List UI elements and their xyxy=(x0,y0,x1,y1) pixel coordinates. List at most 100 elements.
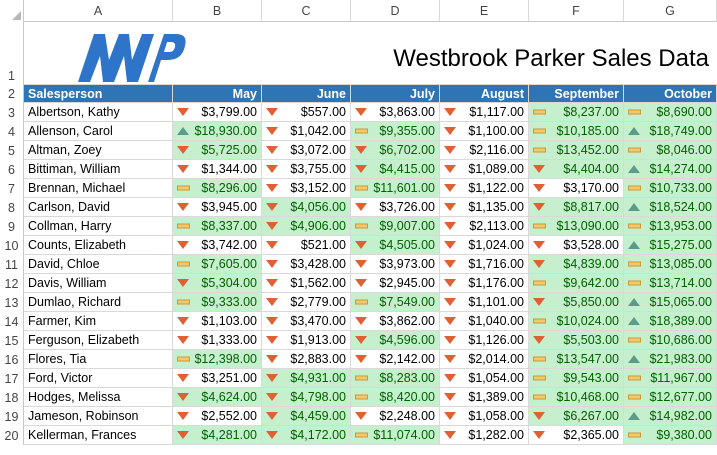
sales-cell[interactable]: $2,945.00 xyxy=(351,274,440,292)
sales-cell[interactable]: $5,725.00 xyxy=(173,141,262,159)
sales-cell[interactable]: $13,547.00 xyxy=(529,350,624,368)
sales-cell[interactable]: $5,503.00 xyxy=(529,331,624,349)
sales-cell[interactable]: $1,040.00 xyxy=(440,312,529,330)
sales-cell[interactable]: $3,428.00 xyxy=(262,255,351,273)
header-august[interactable]: August xyxy=(440,85,529,102)
sales-cell[interactable]: $2,552.00 xyxy=(173,407,262,425)
sales-cell[interactable]: $3,755.00 xyxy=(262,160,351,178)
sales-cell[interactable]: $14,982.00 xyxy=(624,407,717,425)
column-header-b[interactable]: B xyxy=(173,0,262,22)
sales-cell[interactable]: $1,058.00 xyxy=(440,407,529,425)
sales-cell[interactable]: $12,398.00 xyxy=(173,350,262,368)
sales-cell[interactable]: $4,931.00 xyxy=(262,369,351,387)
sales-cell[interactable]: $4,404.00 xyxy=(529,160,624,178)
sales-cell[interactable]: $3,726.00 xyxy=(351,198,440,216)
sales-cell[interactable]: $7,605.00 xyxy=(173,255,262,273)
sales-cell[interactable]: $8,690.00 xyxy=(624,103,717,121)
header-september[interactable]: September xyxy=(529,85,624,102)
sales-cell[interactable]: $9,333.00 xyxy=(173,293,262,311)
row-header[interactable]: 18 xyxy=(0,388,24,407)
sales-cell[interactable]: $4,798.00 xyxy=(262,388,351,406)
sales-cell[interactable]: $21,983.00 xyxy=(624,350,717,368)
sales-cell[interactable]: $4,172.00 xyxy=(262,426,351,444)
sales-cell[interactable]: $3,945.00 xyxy=(173,198,262,216)
salesperson-cell[interactable]: Counts, Elizabeth xyxy=(24,236,173,254)
row-header[interactable]: 14 xyxy=(0,312,24,331)
header-october[interactable]: October xyxy=(624,85,717,102)
sales-cell[interactable]: $4,839.00 xyxy=(529,255,624,273)
salesperson-cell[interactable]: Flores, Tia xyxy=(24,350,173,368)
sales-cell[interactable]: $2,248.00 xyxy=(351,407,440,425)
sales-cell[interactable]: $3,528.00 xyxy=(529,236,624,254)
sales-cell[interactable]: $4,505.00 xyxy=(351,236,440,254)
sales-cell[interactable]: $5,304.00 xyxy=(173,274,262,292)
salesperson-cell[interactable]: Ferguson, Elizabeth xyxy=(24,331,173,349)
sales-cell[interactable]: $1,042.00 xyxy=(262,122,351,140)
row-header[interactable]: 9 xyxy=(0,217,24,236)
sales-cell[interactable]: $1,716.00 xyxy=(440,255,529,273)
sales-cell[interactable]: $3,470.00 xyxy=(262,312,351,330)
sales-cell[interactable]: $9,380.00 xyxy=(624,426,717,444)
sales-cell[interactable]: $3,072.00 xyxy=(262,141,351,159)
sales-cell[interactable]: $14,274.00 xyxy=(624,160,717,178)
sales-cell[interactable]: $3,742.00 xyxy=(173,236,262,254)
sales-cell[interactable]: $10,733.00 xyxy=(624,179,717,197)
header-july[interactable]: July xyxy=(351,85,440,102)
row-header[interactable]: 6 xyxy=(0,160,24,179)
sales-cell[interactable]: $8,296.00 xyxy=(173,179,262,197)
sales-cell[interactable]: $4,056.00 xyxy=(262,198,351,216)
salesperson-cell[interactable]: Davis, William xyxy=(24,274,173,292)
salesperson-cell[interactable]: Allenson, Carol xyxy=(24,122,173,140)
salesperson-cell[interactable]: David, Chloe xyxy=(24,255,173,273)
sales-cell[interactable]: $3,170.00 xyxy=(529,179,624,197)
sales-cell[interactable]: $18,389.00 xyxy=(624,312,717,330)
row-header[interactable]: 16 xyxy=(0,350,24,369)
sales-cell[interactable]: $8,337.00 xyxy=(173,217,262,235)
row-header[interactable]: 8 xyxy=(0,198,24,217)
sales-cell[interactable]: $1,122.00 xyxy=(440,179,529,197)
salesperson-cell[interactable]: Ford, Victor xyxy=(24,369,173,387)
sales-cell[interactable]: $4,906.00 xyxy=(262,217,351,235)
sales-cell[interactable]: $5,850.00 xyxy=(529,293,624,311)
sales-cell[interactable]: $15,275.00 xyxy=(624,236,717,254)
sales-cell[interactable]: $1,562.00 xyxy=(262,274,351,292)
sales-cell[interactable]: $13,090.00 xyxy=(529,217,624,235)
sales-cell[interactable]: $4,415.00 xyxy=(351,160,440,178)
sales-cell[interactable]: $3,863.00 xyxy=(351,103,440,121)
sales-cell[interactable]: $4,281.00 xyxy=(173,426,262,444)
sales-cell[interactable]: $1,176.00 xyxy=(440,274,529,292)
sales-cell[interactable]: $2,014.00 xyxy=(440,350,529,368)
sales-cell[interactable]: $1,344.00 xyxy=(173,160,262,178)
sales-cell[interactable]: $3,862.00 xyxy=(351,312,440,330)
sales-cell[interactable]: $2,779.00 xyxy=(262,293,351,311)
sales-cell[interactable]: $1,913.00 xyxy=(262,331,351,349)
header-june[interactable]: June xyxy=(262,85,351,102)
row-header[interactable]: 5 xyxy=(0,141,24,160)
sales-cell[interactable]: $1,054.00 xyxy=(440,369,529,387)
sales-cell[interactable]: $13,085.00 xyxy=(624,255,717,273)
sales-cell[interactable]: $1,101.00 xyxy=(440,293,529,311)
sales-cell[interactable]: $9,543.00 xyxy=(529,369,624,387)
sales-cell[interactable]: $7,549.00 xyxy=(351,293,440,311)
sales-cell[interactable]: $8,420.00 xyxy=(351,388,440,406)
sales-cell[interactable]: $1,389.00 xyxy=(440,388,529,406)
row-header[interactable]: 13 xyxy=(0,293,24,312)
sales-cell[interactable]: $2,883.00 xyxy=(262,350,351,368)
row-header[interactable]: 7 xyxy=(0,179,24,198)
sales-cell[interactable]: $3,973.00 xyxy=(351,255,440,273)
row-header[interactable]: 20 xyxy=(0,426,24,445)
sales-cell[interactable]: $18,749.00 xyxy=(624,122,717,140)
salesperson-cell[interactable]: Bittiman, William xyxy=(24,160,173,178)
sales-cell[interactable]: $9,642.00 xyxy=(529,274,624,292)
sales-cell[interactable]: $1,333.00 xyxy=(173,331,262,349)
row-header[interactable]: 4 xyxy=(0,122,24,141)
sales-cell[interactable]: $557.00 xyxy=(262,103,351,121)
salesperson-cell[interactable]: Collman, Harry xyxy=(24,217,173,235)
header-may[interactable]: May xyxy=(173,85,262,102)
header-salesperson[interactable]: Salesperson xyxy=(24,85,173,102)
salesperson-cell[interactable]: Farmer, Kim xyxy=(24,312,173,330)
sales-cell[interactable]: $4,459.00 xyxy=(262,407,351,425)
sales-cell[interactable]: $2,365.00 xyxy=(529,426,624,444)
row-header[interactable]: 3 xyxy=(0,103,24,122)
row-header-2[interactable]: 2 xyxy=(0,85,24,103)
